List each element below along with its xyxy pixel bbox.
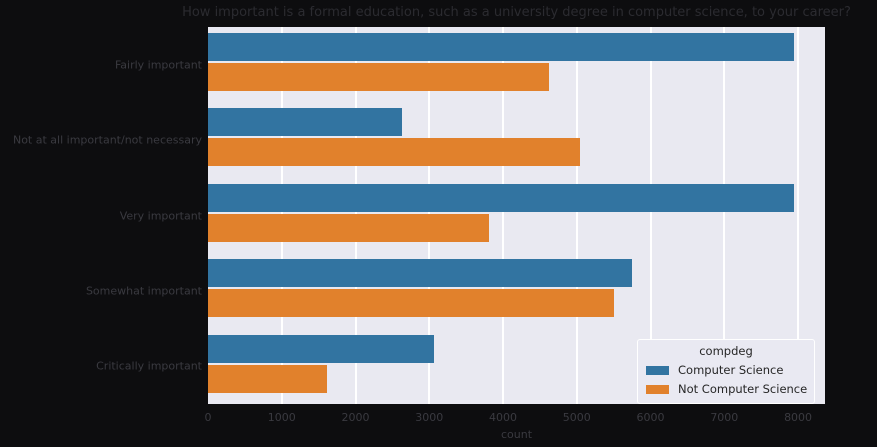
legend-items: Computer Science Not Computer Science	[646, 363, 808, 396]
x-tick-label-3000: 3000	[415, 411, 444, 424]
bar-computer-science-somewhat-important	[208, 259, 633, 288]
y-category-label-fairly-important: Fairly important	[114, 58, 202, 72]
x-tick-label-1000: 1000	[267, 411, 296, 424]
x-tick-label-7000: 7000	[710, 411, 739, 424]
y-category-label-critically-important: Critically important	[96, 359, 202, 373]
legend-title: compdeg	[699, 344, 753, 358]
plot-area	[208, 27, 825, 404]
legend-item-computer-science: Computer Science	[646, 363, 806, 377]
x-tick-label-5000: 5000	[562, 411, 591, 424]
bar-computer-science-not-at-all-important-not-necessary	[208, 108, 402, 137]
x-tick-label-2000: 2000	[341, 411, 370, 424]
gridline-x-5000	[575, 27, 578, 404]
bar-computer-science-very-important	[208, 183, 795, 212]
y-category-label-somewhat-important: Somewhat important	[85, 284, 202, 298]
bar-not-computer-science-fairly-important	[208, 63, 549, 91]
gridline-x-6000	[649, 27, 652, 404]
bar-computer-science-fairly-important	[208, 33, 794, 61]
bar-not-computer-science-very-important	[208, 213, 490, 242]
bar-not-computer-science-critically-important	[208, 364, 328, 393]
legend: compdeg Computer Science Not Computer Sci…	[637, 339, 815, 404]
gridline-x-4000	[502, 27, 505, 404]
bar-computer-science-critically-important	[208, 334, 435, 363]
y-category-label-not-at-all-important-not-necessary: Not at all important/not necessary	[12, 133, 202, 147]
x-tick-label-6000: 6000	[636, 411, 665, 424]
bar-not-computer-science-not-at-all-important-not-necessary	[208, 138, 581, 167]
gridline-x-8000	[797, 27, 800, 404]
x-tick-label-0: 0	[204, 411, 212, 424]
legend-label-not-computer-science: Not Computer Science	[678, 382, 808, 396]
legend-item-not-computer-science: Not Computer Science	[646, 382, 808, 396]
chart-title: How important is a formal education, suc…	[182, 5, 851, 20]
legend-swatch-not-computer-science	[646, 384, 669, 394]
y-category-label-very-important: Very important	[119, 209, 202, 222]
x-tick-label-8000: 8000	[784, 411, 813, 424]
bar-not-computer-science-somewhat-important	[208, 289, 614, 318]
x-tick-label-4000: 4000	[489, 411, 518, 424]
legend-swatch-computer-science	[646, 365, 669, 375]
legend-label-computer-science: Computer Science	[678, 363, 784, 377]
gridline-x-7000	[723, 27, 726, 404]
chart-title-container: How important is a formal education, suc…	[182, 5, 851, 20]
x-axis-label: count	[500, 428, 533, 441]
